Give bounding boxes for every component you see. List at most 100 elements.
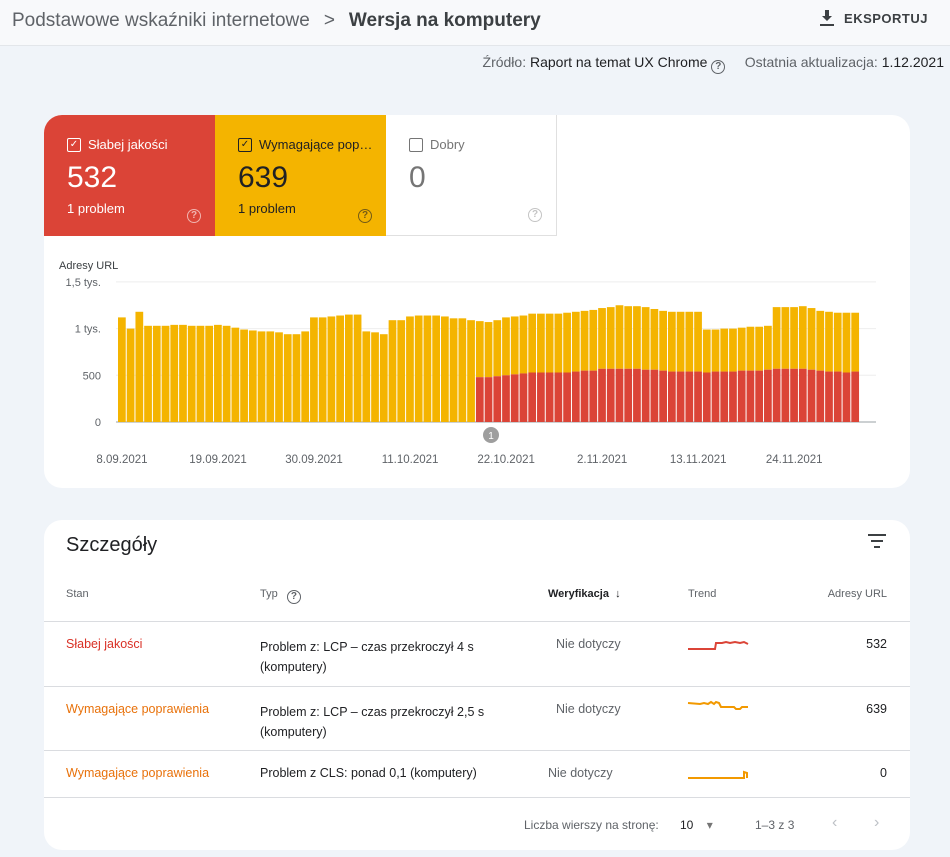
row-type-line1: Problem z: LCP – czas przekroczył 4 s: [260, 640, 474, 654]
help-icon[interactable]: ?: [187, 209, 201, 223]
checkbox-checked-icon[interactable]: ✓: [67, 137, 81, 152]
bar-poor: [484, 377, 493, 422]
bar-needs-improvement: [510, 316, 519, 375]
bar-poor: [694, 371, 702, 422]
bar-poor: [737, 370, 746, 422]
column-header-urls[interactable]: Adresy URL: [827, 588, 887, 600]
table-row[interactable]: Wymagające poprawienia Problem z CLS: po…: [44, 750, 910, 798]
annotation-label: 1: [488, 431, 494, 442]
rows-per-page-select[interactable]: 10 ▾: [680, 818, 713, 832]
bar-poor: [833, 371, 842, 422]
y-tick-label: 500: [83, 370, 101, 382]
tile-label: Wymagające pop…: [259, 137, 373, 152]
source-info: Źródło: Raport na temat UX Chrome ? Osta…: [483, 54, 944, 74]
help-icon[interactable]: ?: [711, 60, 726, 74]
bar-needs-improvement: [248, 330, 257, 422]
bar-needs-improvement: [257, 331, 266, 422]
rows-per-page-label: Liczba wierszy na stronę:: [524, 818, 659, 832]
bar-needs-improvement: [475, 321, 484, 378]
tile-good[interactable]: Dobry 0 ?: [386, 115, 557, 236]
x-tick-label: 11.10.2021: [382, 454, 439, 466]
x-tick-label: 13.11.2021: [670, 454, 727, 466]
bar-needs-improvement: [615, 305, 624, 369]
bar-needs-improvement: [816, 310, 825, 371]
bar-poor: [510, 374, 519, 422]
bar-needs-improvement: [240, 329, 248, 422]
y-tick-label: 1,5 tys.: [66, 277, 101, 289]
bar-needs-improvement: [694, 311, 702, 372]
bar-poor: [598, 368, 606, 422]
filter-icon[interactable]: [868, 534, 886, 548]
tile-label: Dobry: [430, 137, 465, 152]
tile-poor[interactable]: ✓ Słabej jakości 532 1 problem ?: [44, 115, 215, 236]
bar-needs-improvement: [633, 306, 641, 369]
divider: [44, 797, 910, 798]
bar-needs-improvement: [528, 313, 537, 373]
breadcrumb-parent[interactable]: Podstawowe wskaźniki internetowe: [12, 10, 310, 31]
checkbox-checked-icon[interactable]: ✓: [238, 137, 252, 152]
export-button[interactable]: EKSPORTUJ: [820, 10, 928, 26]
bar-needs-improvement: [545, 313, 554, 373]
tile-count: 0: [409, 161, 426, 194]
bar-needs-improvement: [537, 313, 545, 373]
bar-needs-improvement: [310, 317, 318, 422]
column-header-type[interactable]: Typ ?: [260, 588, 301, 604]
bar-needs-improvement: [458, 318, 467, 422]
top-bar: Podstawowe wskaźniki internetowe > Wersja …: [0, 0, 950, 46]
column-verification-label: Weryfikacja: [548, 588, 609, 600]
summary-card: ✓ Słabej jakości 532 1 problem ? ✓ Wymagaj…: [44, 115, 910, 488]
trend-sparkline: [686, 763, 750, 786]
page-title: Wersja na komputery: [348, 10, 541, 31]
help-icon[interactable]: ?: [528, 208, 542, 222]
checkbox-unchecked-icon[interactable]: [409, 137, 423, 152]
bar-poor: [571, 371, 580, 422]
bar-poor: [519, 373, 528, 422]
bar-needs-improvement: [441, 316, 449, 422]
table-row[interactable]: Słabej jakości Problem z: LCP – czas prz…: [44, 621, 910, 686]
bar-needs-improvement: [685, 311, 694, 372]
prev-page-button[interactable]: ‹: [832, 814, 838, 831]
bar-needs-improvement: [493, 320, 502, 377]
annotation-marker: [483, 427, 499, 443]
bar-needs-improvement: [676, 311, 685, 372]
bar-needs-improvement: [571, 311, 580, 372]
bar-poor: [554, 372, 563, 422]
bar-needs-improvement: [344, 314, 353, 422]
bar-needs-improvement: [729, 328, 737, 372]
bar-needs-improvement: [807, 308, 816, 370]
bar-needs-improvement: [414, 315, 423, 422]
column-header-verification[interactable]: Weryfikacja ↓: [548, 588, 621, 600]
bar-poor: [807, 369, 816, 422]
bar-poor: [624, 368, 633, 422]
bar-needs-improvement: [449, 318, 458, 422]
bar-poor: [667, 371, 676, 422]
bar-needs-improvement: [851, 312, 860, 372]
bar-needs-improvement: [519, 315, 528, 374]
sort-arrow-down-icon: ↓: [615, 588, 621, 600]
bar-poor: [615, 368, 624, 422]
bar-poor: [685, 371, 694, 422]
bar-poor: [563, 372, 571, 422]
updated-label: Ostatnia aktualizacja:: [744, 54, 878, 70]
x-tick-label: 19.09.2021: [189, 454, 247, 466]
bar-needs-improvement: [667, 311, 676, 372]
bar-poor: [781, 368, 790, 422]
bar-needs-improvement: [179, 324, 187, 422]
help-icon[interactable]: ?: [286, 590, 301, 604]
table-row[interactable]: Wymagające poprawienia Problem z: LCP – …: [44, 686, 910, 750]
bar-poor: [711, 371, 720, 422]
help-icon[interactable]: ?: [358, 209, 372, 223]
column-header-trend[interactable]: Trend: [688, 588, 717, 600]
bar-needs-improvement: [231, 327, 240, 422]
row-type-line1: Problem z: LCP – czas przekroczył 2,5 s: [260, 705, 485, 719]
bar-needs-improvement: [222, 325, 231, 422]
bar-needs-improvement: [318, 317, 327, 422]
bar-needs-improvement: [362, 331, 371, 422]
bar-needs-improvement: [580, 310, 589, 371]
column-header-status[interactable]: Stan: [66, 588, 89, 600]
tile-needs-improvement[interactable]: ✓ Wymagające pop… 639 1 problem ?: [215, 115, 386, 236]
bar-poor: [702, 372, 711, 422]
next-page-button[interactable]: ›: [874, 814, 880, 831]
row-verification: Nie dotyczy: [548, 766, 613, 780]
bar-poor: [755, 370, 764, 422]
